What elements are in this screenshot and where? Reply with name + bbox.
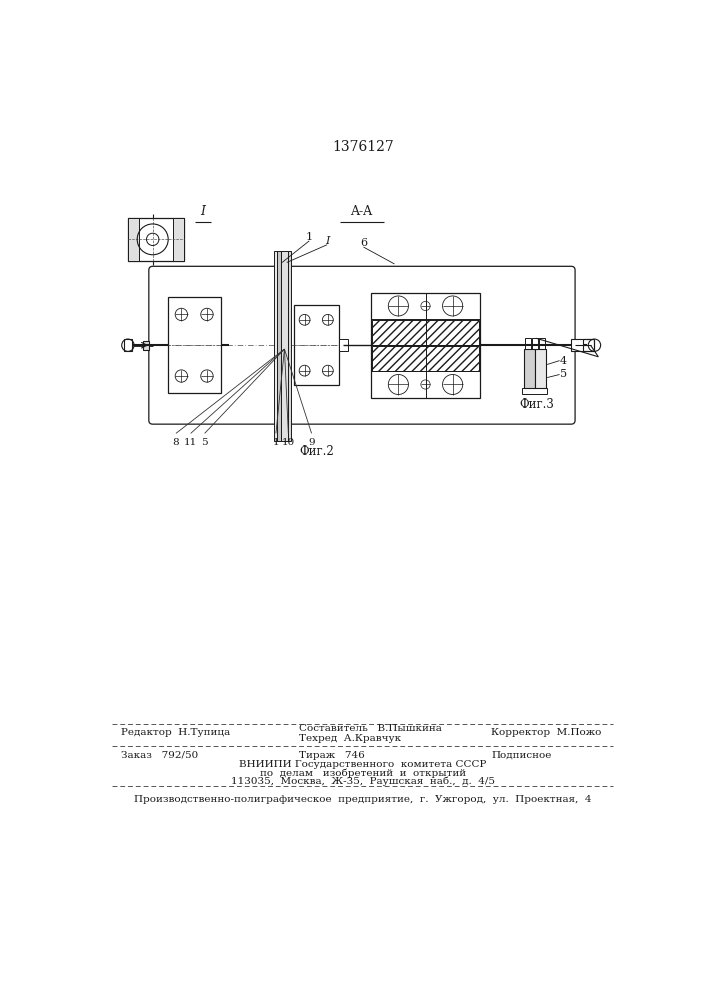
Bar bbox=[293, 305, 339, 385]
Bar bbox=[168, 297, 221, 393]
Text: 113035,  Москва,  Ж-35,  Раушская  наб.,  д.  4/5: 113035, Москва, Ж-35, Раушская наб., д. … bbox=[230, 777, 495, 786]
Text: A-A: A-A bbox=[350, 205, 373, 218]
Text: Фиг.3: Фиг.3 bbox=[519, 398, 554, 411]
Text: Производственно-полиграфическое  предприятие,  г.  Ужгород,  ул.  Проектная,  4: Производственно-полиграфическое предприя… bbox=[134, 795, 592, 804]
Text: 11: 11 bbox=[184, 438, 197, 447]
Bar bbox=[143, 341, 149, 350]
Text: 5: 5 bbox=[201, 438, 208, 447]
Text: Фиг.2: Фиг.2 bbox=[300, 445, 334, 458]
Bar bbox=[274, 251, 277, 441]
Bar bbox=[539, 338, 545, 349]
Bar bbox=[128, 218, 184, 261]
Text: Корректор  М.Пожо: Корректор М.Пожо bbox=[491, 728, 602, 737]
Bar bbox=[532, 338, 538, 349]
Text: Составитель   В.Пышкина: Составитель В.Пышкина bbox=[299, 724, 442, 733]
Bar bbox=[277, 251, 281, 441]
Text: Техред  А.Кравчук: Техред А.Кравчук bbox=[299, 734, 402, 743]
Text: 1: 1 bbox=[305, 232, 312, 242]
Text: 9: 9 bbox=[308, 438, 315, 447]
Text: Заказ   792/50: Заказ 792/50 bbox=[121, 751, 198, 760]
Bar bbox=[128, 218, 139, 261]
Bar bbox=[371, 293, 480, 398]
Text: 4: 4 bbox=[559, 356, 567, 366]
Bar bbox=[372, 346, 479, 371]
Text: 1376127: 1376127 bbox=[332, 140, 394, 154]
Text: I: I bbox=[325, 236, 329, 246]
Bar bbox=[173, 218, 184, 261]
Text: ВНИИПИ Государственного  комитета СССР: ВНИИПИ Государственного комитета СССР bbox=[239, 760, 486, 769]
Text: Тираж   746: Тираж 746 bbox=[299, 751, 365, 760]
Text: 5: 5 bbox=[559, 369, 567, 379]
Bar bbox=[339, 339, 348, 351]
Bar bbox=[571, 339, 583, 351]
Bar bbox=[124, 339, 132, 351]
Text: 6: 6 bbox=[360, 238, 367, 248]
Bar bbox=[522, 388, 547, 394]
Bar bbox=[524, 349, 534, 388]
Text: 8: 8 bbox=[173, 438, 180, 447]
Bar bbox=[281, 251, 288, 441]
Text: Редактор  Н.Тупица: Редактор Н.Тупица bbox=[121, 728, 230, 737]
Text: 10: 10 bbox=[281, 438, 295, 447]
Bar bbox=[534, 349, 546, 388]
Text: Подписное: Подписное bbox=[491, 751, 551, 760]
Bar bbox=[288, 251, 291, 441]
Text: 1: 1 bbox=[273, 438, 279, 447]
Bar bbox=[372, 320, 479, 345]
Bar bbox=[372, 346, 479, 371]
Text: по  делам   изобретений  и  открытий: по делам изобретений и открытий bbox=[259, 768, 466, 778]
Bar bbox=[525, 338, 531, 349]
Bar bbox=[372, 320, 479, 345]
Text: I: I bbox=[200, 205, 205, 218]
